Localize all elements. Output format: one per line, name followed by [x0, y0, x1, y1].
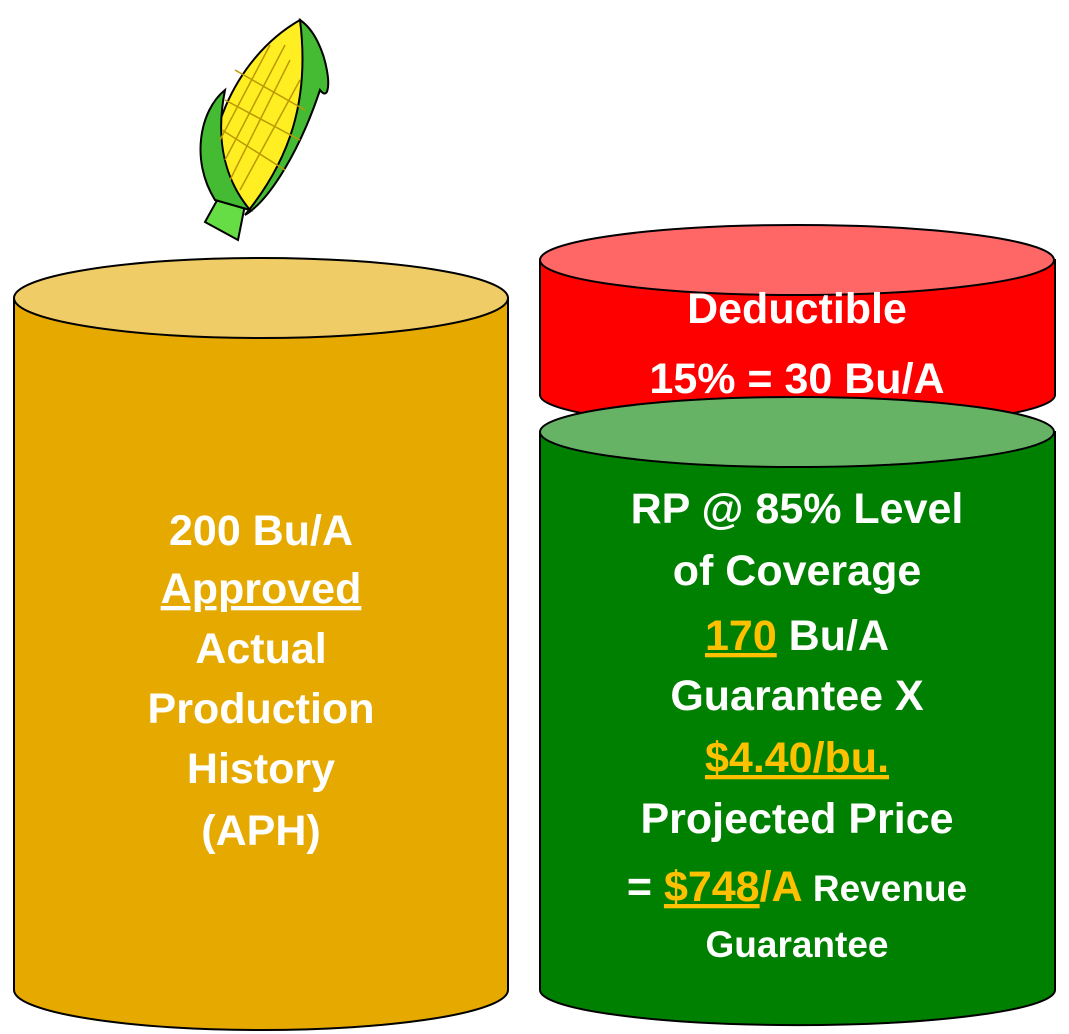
deductible-cylinder: [539, 224, 1056, 430]
text: History: [187, 745, 335, 793]
text-line: = $748/A Revenue: [627, 863, 967, 911]
text: 15% = 30 Bu/A: [649, 355, 944, 403]
text: Projected Price: [640, 795, 953, 843]
text: $748: [664, 863, 760, 911]
text-line: Guarantee X: [670, 672, 924, 720]
text-line: of Coverage: [673, 547, 922, 595]
text-line: Guarantee: [705, 924, 888, 965]
text-line: (APH): [201, 807, 320, 855]
text: /A: [760, 863, 803, 911]
text: Production: [148, 685, 375, 733]
text: RP @ 85% Level: [631, 485, 964, 533]
text-line: RP @ 85% Level: [631, 485, 964, 533]
text-line: Production: [148, 685, 375, 733]
text: Bu/A: [777, 612, 889, 660]
aph-cylinder: [13, 257, 509, 1031]
text-line: 15% = 30 Bu/A: [649, 355, 944, 403]
text-line: Approved: [161, 565, 362, 613]
text-line: 170 Bu/A: [705, 612, 889, 660]
text-line: $4.40/bu.: [705, 734, 889, 782]
text-line: Deductible: [687, 285, 907, 333]
text: of Coverage: [673, 547, 922, 595]
text: (APH): [201, 807, 320, 855]
text: Approved: [161, 565, 362, 613]
text-line: Projected Price: [640, 795, 953, 843]
corn-icon: [199, 17, 330, 242]
text: 170: [705, 612, 777, 660]
text-line: History: [187, 745, 335, 793]
text: Guarantee: [705, 924, 888, 965]
text: $4.40/bu.: [705, 734, 889, 782]
text: Revenue: [803, 868, 968, 909]
text: 200 Bu/A: [169, 507, 353, 555]
coverage-cylinder: [539, 396, 1056, 1027]
text: Guarantee X: [670, 672, 924, 720]
text: =: [627, 863, 664, 911]
text: Deductible: [687, 285, 907, 333]
text-line: 200 Bu/A: [169, 507, 353, 555]
text-line: Actual: [195, 625, 326, 673]
text: Actual: [195, 625, 326, 673]
